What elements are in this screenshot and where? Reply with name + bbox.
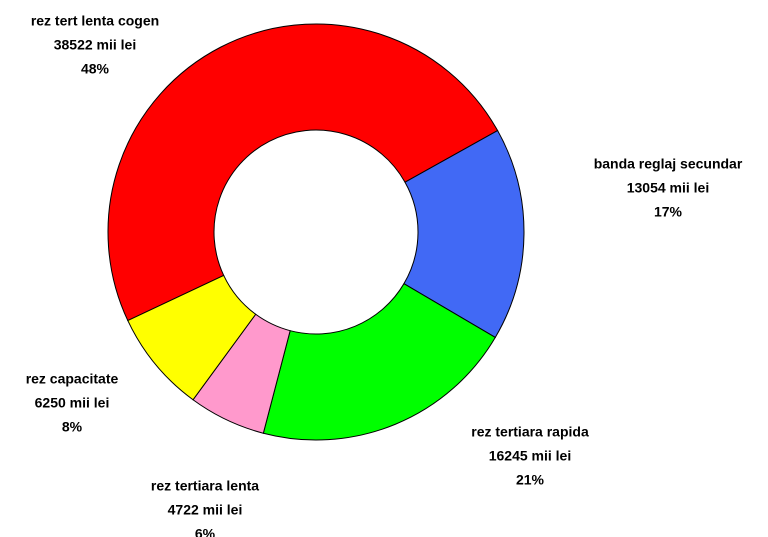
- percentage-label: 6%: [195, 526, 216, 537]
- percentage-label: 17%: [654, 204, 683, 220]
- value-label: 13054 mii lei: [627, 180, 710, 196]
- donut-slice: [107, 23, 499, 322]
- donut-slice: [127, 274, 257, 401]
- slice-label: rez tertiara rapida: [471, 424, 589, 440]
- slice-label: rez tertiara lenta: [151, 478, 259, 494]
- value-label: 6250 mii lei: [35, 395, 110, 411]
- percentage-label: 21%: [516, 472, 545, 488]
- percentage-label: 8%: [62, 419, 83, 435]
- value-label: 38522 mii lei: [54, 37, 137, 53]
- value-label: 16245 mii lei: [489, 448, 572, 464]
- donut-slice: [262, 283, 497, 441]
- slice-label: rez capacitate: [26, 371, 119, 387]
- donut-slice: [403, 129, 525, 339]
- slice-label: banda reglaj secundar: [594, 156, 743, 172]
- slice-label: rez tert lenta cogen: [31, 13, 159, 29]
- percentage-label: 48%: [81, 61, 110, 77]
- value-label: 4722 mii lei: [168, 502, 243, 518]
